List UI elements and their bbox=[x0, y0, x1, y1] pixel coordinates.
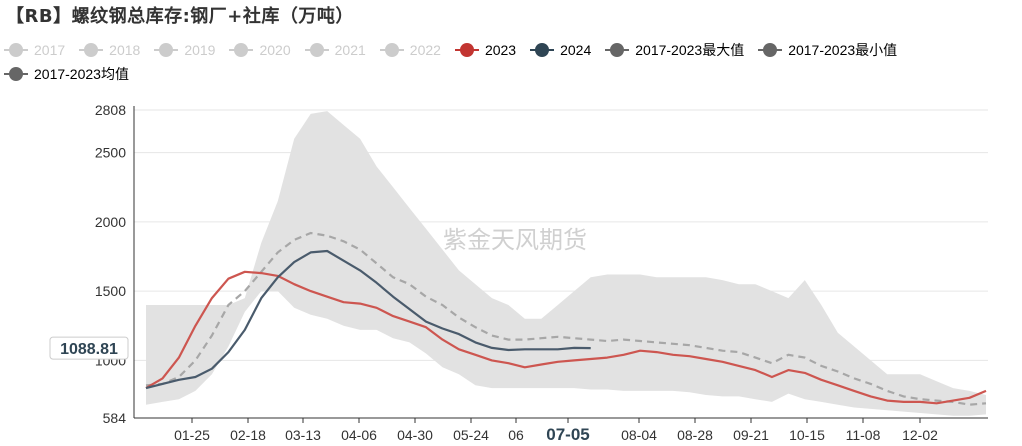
chart-title: 【RB】螺纹钢总库存:钢厂+社库（万吨） bbox=[6, 6, 354, 27]
x-tick-label: 01-25 bbox=[174, 427, 210, 443]
legend-label: 2019 bbox=[184, 42, 216, 58]
x-tick-label: 04-30 bbox=[397, 427, 433, 443]
legend-marker-icon bbox=[229, 43, 254, 57]
y-tick-label: 2000 bbox=[95, 214, 126, 230]
series-line-2024 bbox=[145, 249, 591, 390]
legend-marker-icon bbox=[4, 67, 28, 81]
legend-marker-icon bbox=[530, 43, 555, 57]
legend-row-1: 2017 2018 2019 2020 2021 2022 2023 2024 2017-202… bbox=[4, 38, 1022, 62]
legend-label: 2017-2023最大值 bbox=[635, 42, 745, 58]
legend-marker-icon bbox=[758, 43, 783, 57]
legend-item-2023[interactable]: 2023 bbox=[454, 42, 517, 58]
min-max-band bbox=[146, 111, 986, 416]
legend-marker-icon bbox=[304, 43, 329, 57]
x-tick-label: 11-08 bbox=[846, 427, 881, 443]
legend-item-2020[interactable]: 2020 bbox=[229, 42, 291, 58]
legend-item-2022[interactable]: 2022 bbox=[379, 42, 441, 58]
legend-item-2017-2023最大值[interactable]: 2017-2023最大值 bbox=[605, 40, 744, 60]
x-tick-label: 08-28 bbox=[677, 427, 713, 443]
legend: 2017 2018 2019 2020 2021 2022 2023 2024 2017-202… bbox=[4, 38, 1022, 86]
y-tick-label: 1500 bbox=[95, 283, 126, 299]
legend-label: 2024 bbox=[560, 42, 592, 58]
x-tick-label: 07-05 bbox=[546, 425, 589, 444]
legend-marker-icon bbox=[4, 43, 28, 57]
legend-label: 2017-2023均值 bbox=[34, 66, 129, 82]
y-tick-label: 2808 bbox=[95, 102, 126, 118]
watermark: 紫金天风期货 bbox=[443, 226, 587, 254]
legend-marker-icon bbox=[379, 43, 404, 57]
series-line-mean bbox=[145, 231, 987, 406]
x-tick-label: 10-15 bbox=[789, 427, 825, 443]
y-pointer-label: 1088.81 bbox=[60, 341, 118, 358]
legend-marker-icon bbox=[154, 43, 179, 57]
legend-item-2017[interactable]: 2017 bbox=[4, 42, 65, 58]
y-pointer-box bbox=[49, 336, 129, 360]
legend-label: 2018 bbox=[109, 42, 141, 58]
x-tick-label: 05-24 bbox=[453, 427, 489, 443]
x-tick-label: 12-02 bbox=[902, 427, 938, 443]
legend-label: 2017 bbox=[34, 42, 66, 58]
y-tick-label: 584 bbox=[103, 410, 127, 426]
legend-label: 2020 bbox=[259, 42, 291, 58]
legend-item-2024[interactable]: 2024 bbox=[530, 42, 591, 58]
legend-label: 2023 bbox=[484, 42, 517, 58]
series-line-2023 bbox=[145, 270, 987, 405]
x-tick-label: 03-13 bbox=[285, 427, 321, 443]
x-tick-label: 02-18 bbox=[230, 427, 266, 443]
legend-row-2: 2017-2023均值 bbox=[4, 62, 1022, 86]
legend-item-2017-2023均值[interactable]: 2017-2023均值 bbox=[4, 64, 129, 84]
legend-item-2019[interactable]: 2019 bbox=[154, 42, 215, 58]
x-tick-label: 04-06 bbox=[341, 427, 377, 443]
legend-item-2017-2023最小值[interactable]: 2017-2023最小值 bbox=[758, 40, 897, 60]
legend-marker-icon bbox=[605, 43, 630, 57]
x-tick-label: 06 bbox=[508, 427, 524, 443]
legend-item-2021[interactable]: 2021 bbox=[304, 42, 366, 58]
x-tick-label: 08-04 bbox=[621, 427, 657, 443]
legend-item-2018[interactable]: 2018 bbox=[79, 42, 140, 58]
legend-marker-icon bbox=[79, 43, 104, 57]
legend-label: 2022 bbox=[409, 42, 441, 58]
legend-label: 2017-2023最小值 bbox=[788, 42, 898, 58]
x-tick-label: 09-21 bbox=[733, 427, 769, 443]
legend-marker-icon bbox=[454, 43, 479, 57]
legend-label: 2021 bbox=[334, 42, 366, 58]
y-tick-label: 2500 bbox=[95, 145, 126, 161]
